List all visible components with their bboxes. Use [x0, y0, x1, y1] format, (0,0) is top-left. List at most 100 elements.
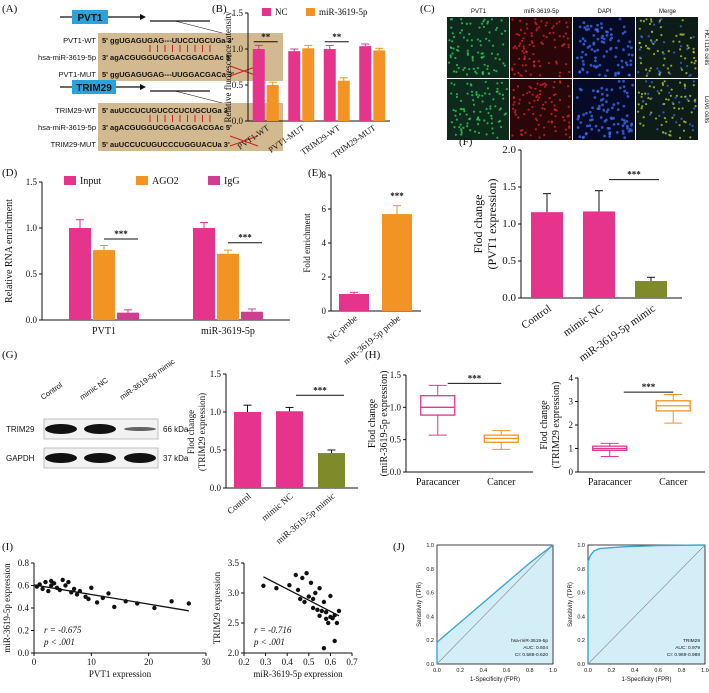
cell-dot — [552, 31, 555, 34]
cell-dot — [663, 80, 666, 83]
cell-dot — [503, 64, 506, 67]
cell-dot — [684, 95, 687, 98]
y-tick-label: 1.0 — [577, 543, 585, 549]
cell-dot — [611, 106, 614, 110]
y-axis-title: (TRIM29 expression) — [551, 382, 562, 469]
cell-dot — [625, 91, 629, 95]
y-tick-label: 3.5 — [228, 558, 240, 568]
cell-dot — [608, 132, 612, 136]
cell-dot — [581, 37, 585, 41]
cell-dot — [689, 136, 692, 139]
cell-dot — [534, 128, 537, 131]
cell-dot — [519, 42, 522, 45]
cell-dot — [583, 39, 587, 43]
cell-dot — [500, 19, 503, 22]
cell-dot — [638, 56, 642, 59]
cell-dot — [542, 126, 546, 129]
cell-dot — [462, 126, 465, 129]
cell-dot — [502, 62, 505, 65]
bar — [266, 85, 279, 121]
cell-dot — [478, 94, 481, 97]
data-point — [321, 646, 327, 651]
cell-dot — [679, 25, 682, 28]
data-point — [319, 608, 324, 614]
cell-dot — [488, 92, 491, 96]
cell-dot — [490, 18, 493, 21]
data-point — [328, 593, 333, 599]
y-tick-label: 2.0 — [228, 648, 240, 658]
cell-dot — [623, 121, 627, 125]
y-axis-title: (PVT1 expression) — [485, 179, 499, 270]
cell-dot — [482, 25, 485, 28]
cell-dot — [683, 120, 686, 123]
cell-dot — [585, 111, 588, 115]
y-tick-label: 0.5 — [390, 435, 402, 445]
cell-dot — [679, 45, 682, 48]
cell-dot — [477, 123, 480, 126]
cell-dot — [449, 56, 452, 59]
cell-dot — [685, 72, 688, 75]
cell-dot — [673, 106, 676, 110]
cell-dot — [642, 20, 646, 23]
correlation-r: r = -0.675 — [44, 625, 82, 635]
cell-dot — [585, 132, 588, 135]
cell-dot — [661, 131, 665, 134]
y-tick-label: 0.2 — [18, 626, 29, 636]
cell-dot — [478, 26, 481, 29]
roc-curve — [587, 544, 706, 664]
cell-dot — [498, 92, 501, 95]
gene-name: PVT1 — [77, 13, 102, 24]
cell-dot — [694, 105, 697, 108]
cell-dot — [660, 33, 663, 37]
cell-dot — [639, 62, 643, 65]
cell-dot — [630, 53, 634, 57]
cell-dot — [638, 27, 641, 30]
cell-dot — [649, 67, 652, 70]
cell-dot — [528, 101, 531, 105]
cell-dot — [517, 71, 520, 75]
data-point — [304, 571, 309, 576]
cell-dot — [637, 91, 641, 94]
cell-dot — [538, 26, 541, 29]
cell-dot — [688, 123, 692, 126]
panel-label: (H) — [365, 349, 381, 361]
cell-dot — [559, 71, 562, 74]
column-label: Merge — [659, 9, 677, 15]
cell-dot — [449, 46, 452, 49]
cell-dot — [541, 42, 544, 46]
cell-dot — [472, 99, 475, 102]
cell-dot — [541, 107, 544, 110]
cell-dot — [594, 59, 597, 63]
cell-dot — [650, 18, 653, 21]
data-point — [71, 586, 77, 592]
data-point — [336, 608, 342, 614]
cell-dot — [545, 83, 548, 86]
cell-dot — [577, 114, 581, 118]
data-point — [310, 596, 316, 602]
y-tick-label: 0.8 — [577, 567, 585, 573]
cell-dot — [694, 100, 697, 103]
x-tick-label: 0.4 — [631, 668, 639, 674]
cell-dot — [568, 70, 571, 74]
cell-dot — [512, 96, 516, 100]
cell-dot — [481, 94, 484, 97]
cell-dot — [650, 97, 653, 100]
cell-dot — [625, 63, 629, 67]
cell-dot — [530, 40, 533, 43]
cell-dot — [488, 39, 491, 42]
data-point — [323, 610, 329, 615]
cell-dot — [582, 113, 585, 117]
cell-dot — [609, 27, 613, 31]
cell-dot — [604, 74, 607, 78]
cell-dot — [689, 36, 693, 40]
cell-dot — [578, 25, 582, 29]
cell-dot — [648, 47, 651, 50]
y-axis-title: Sensitivity (TPR) — [417, 582, 423, 627]
x-tick-label: 0.8 — [526, 668, 534, 674]
cell-dot — [594, 124, 598, 128]
mut-cross — [229, 135, 259, 147]
cell-dot — [581, 68, 585, 72]
cell-dot — [606, 69, 609, 72]
cell-dot — [589, 118, 592, 122]
cell-dot — [536, 27, 539, 30]
